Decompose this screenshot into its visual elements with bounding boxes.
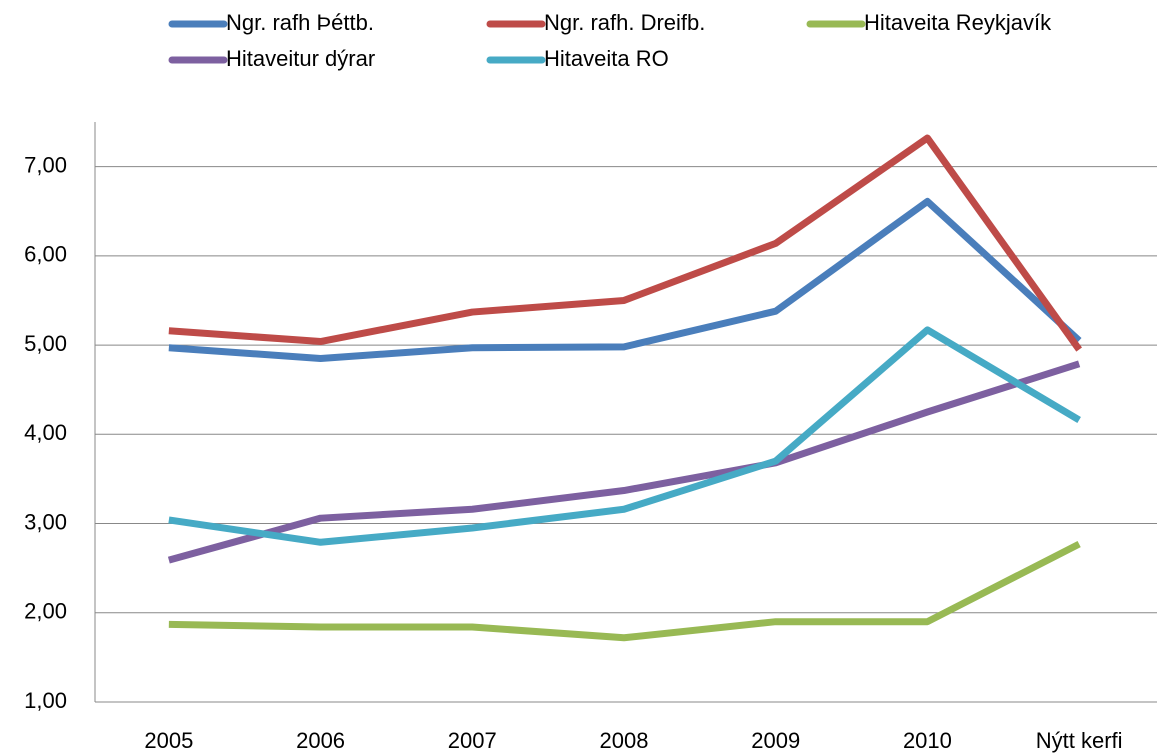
legend-label: Ngr. rafh Þéttb. <box>226 10 374 35</box>
x-tick-label: 2007 <box>448 728 497 753</box>
legend-label: Hitaveitur dýrar <box>226 46 375 71</box>
y-tick-label: 2,00 <box>24 599 67 624</box>
series-line <box>168 326 1081 546</box>
y-tick-label: 6,00 <box>24 242 67 267</box>
y-tick-label: 3,00 <box>24 509 67 534</box>
series-line <box>168 197 1082 362</box>
legend-label: Hitaveita RO <box>544 46 669 71</box>
y-tick-label: 7,00 <box>24 152 67 177</box>
y-tick-label: 1,00 <box>24 688 67 713</box>
series-line <box>168 134 1082 352</box>
x-tick-label: 2009 <box>751 728 800 753</box>
y-tick-label: 4,00 <box>24 420 67 445</box>
series-line <box>168 540 1081 642</box>
x-tick-label: 2006 <box>296 728 345 753</box>
x-tick-label: 2005 <box>144 728 193 753</box>
legend-label: Ngr. rafh. Dreifb. <box>544 10 705 35</box>
x-tick-label: 2010 <box>903 728 952 753</box>
x-tick-label: 2008 <box>600 728 649 753</box>
y-tick-label: 5,00 <box>24 331 67 356</box>
legend-label: Hitaveita Reykjavík <box>864 10 1052 35</box>
x-tick-label: Nýtt kerfi <box>1036 728 1123 753</box>
series-line <box>167 360 1081 564</box>
